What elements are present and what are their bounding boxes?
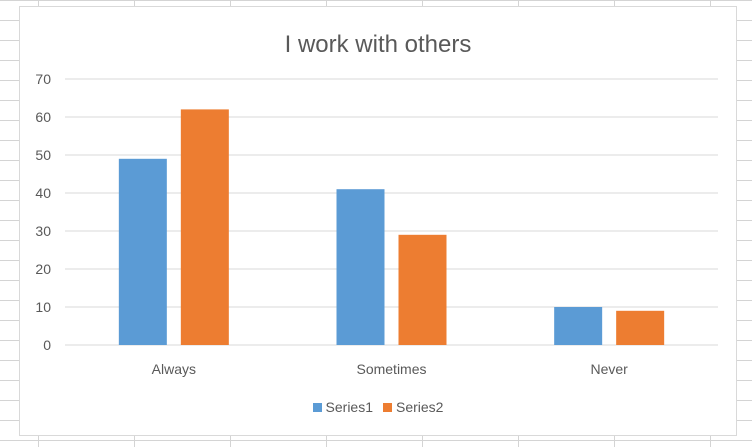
bar-series1-never: [554, 307, 603, 345]
y-tick-label: 70: [35, 71, 51, 87]
bar-series2-sometimes: [398, 234, 447, 345]
bar-series2-never: [616, 310, 665, 345]
y-tick-label: 20: [35, 261, 51, 277]
y-tick-label: 60: [35, 109, 51, 125]
y-tick-label: 30: [35, 223, 51, 239]
x-tick-label: Never: [590, 361, 628, 377]
x-tick-label: Always: [152, 361, 196, 377]
x-tick-label: Sometimes: [356, 361, 426, 377]
legend: Series1 Series2: [20, 399, 736, 415]
chart-title: I work with others: [284, 31, 472, 58]
bar-series1-always: [118, 158, 167, 345]
y-tick-label: 0: [43, 337, 51, 353]
y-tick-label: 40: [35, 185, 51, 201]
legend-label: Series2: [396, 399, 444, 415]
plot-area: 0 10 20 30 40 50 60 70 Always Sometimes Never: [35, 71, 718, 377]
legend-label: Series1: [325, 399, 373, 415]
legend-swatch: [312, 402, 322, 412]
y-tick-label: 50: [35, 147, 51, 163]
chart-area: I work with others 0 10 20 30 40 50 60 70 Always…: [19, 6, 737, 436]
legend-item: Series2: [383, 399, 443, 415]
bar-series1-sometimes: [336, 189, 385, 345]
y-tick-label: 10: [35, 299, 51, 315]
bar-series2-always: [180, 109, 229, 346]
legend-swatch: [383, 402, 392, 412]
legend-item: Series1: [312, 399, 373, 415]
